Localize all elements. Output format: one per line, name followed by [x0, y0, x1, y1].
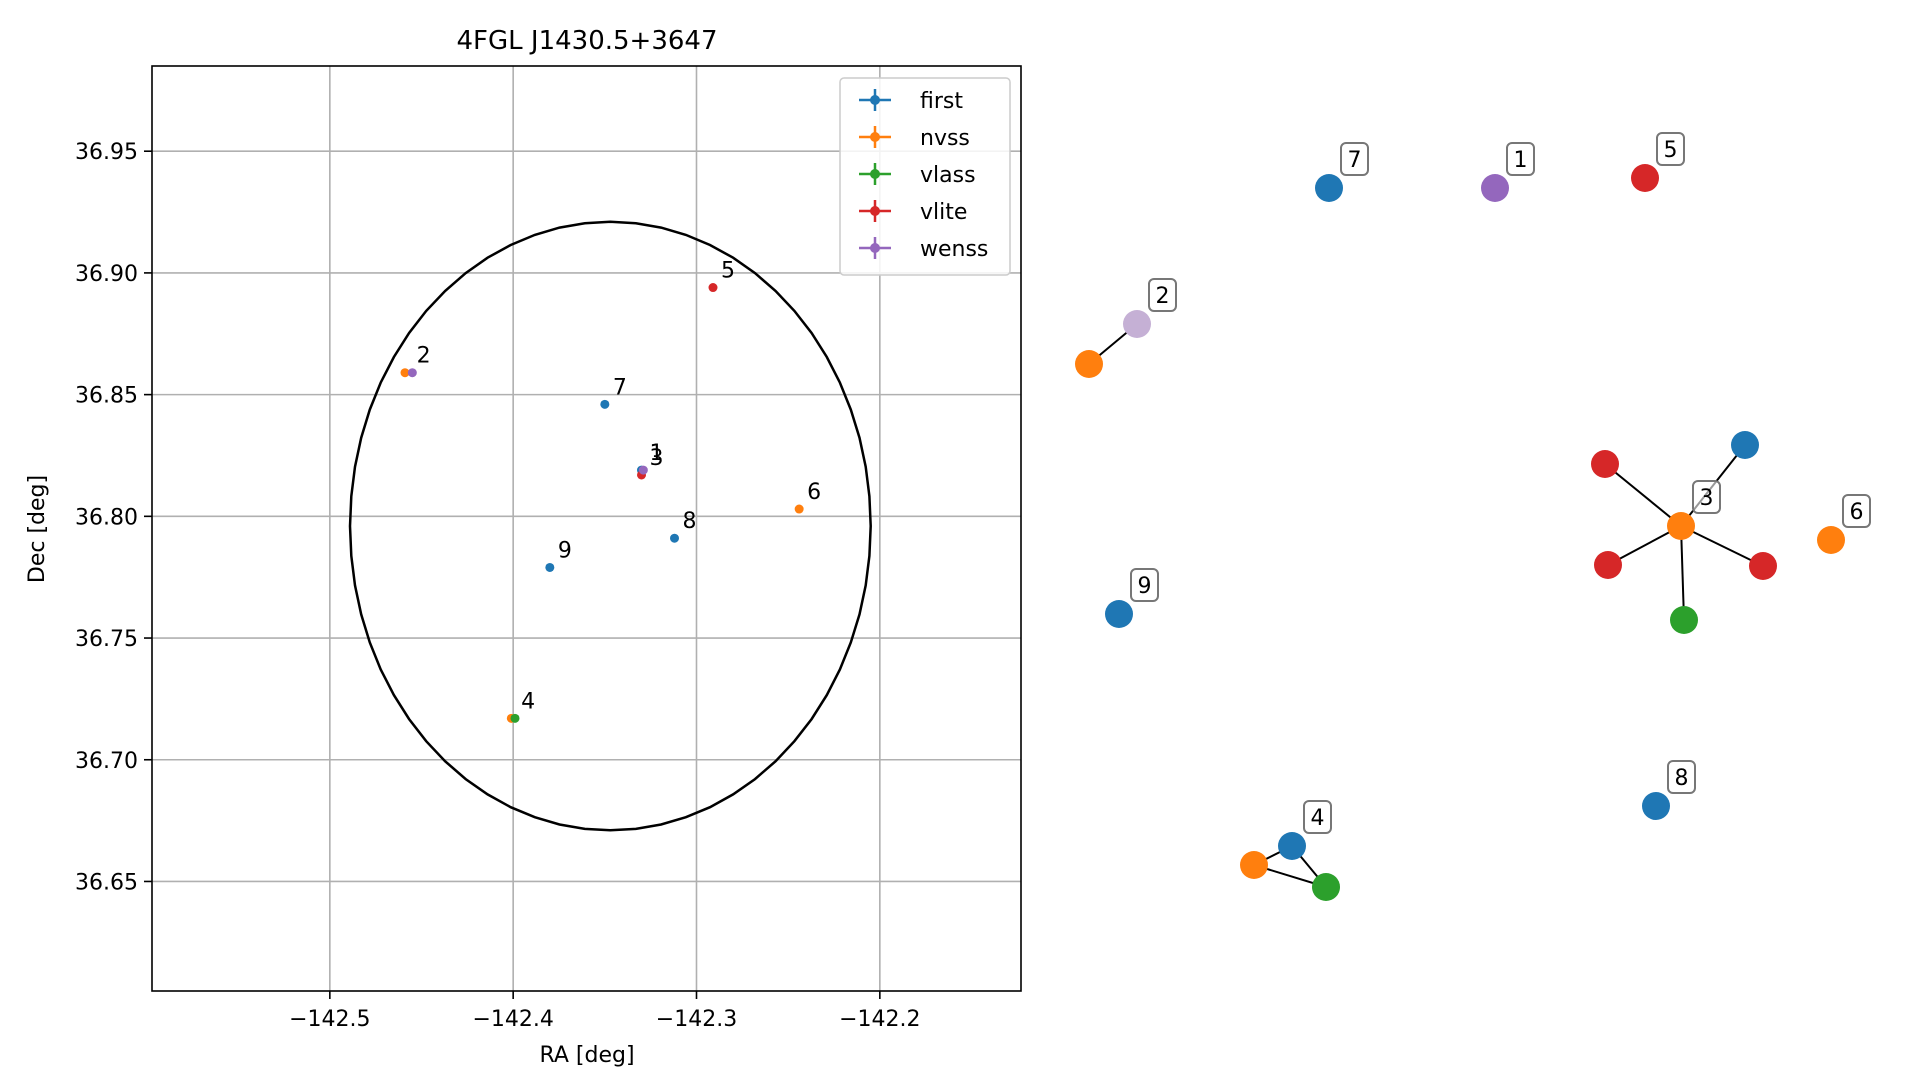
legend-dot-vlite [870, 206, 880, 216]
x-tick-label: −142.2 [839, 1007, 920, 1032]
data-point-nvss [400, 368, 410, 378]
y-axis-label: Dec [deg] [25, 475, 50, 583]
y-tick-label: 36.70 [75, 749, 138, 774]
legend-box [839, 77, 1011, 276]
data-point-wenss [407, 368, 417, 378]
node-label: 6 [1850, 500, 1864, 525]
network-node [1105, 600, 1133, 628]
node-label: 5 [1664, 138, 1678, 163]
data-point-wenss [638, 465, 648, 475]
data-point-vlite [708, 283, 718, 293]
legend-label-nvss: nvss [920, 126, 970, 151]
node-label-box [1692, 480, 1721, 514]
legend-label-first: first [920, 89, 963, 114]
node-label-box [1148, 278, 1177, 312]
node-label: 8 [1675, 766, 1689, 791]
legend-dot-first [870, 95, 880, 105]
network-node [1591, 450, 1619, 478]
legend-label-wenss: wenss [920, 237, 988, 262]
network-nodes [1075, 164, 1845, 901]
point-label: 2 [417, 344, 431, 369]
network-node [1631, 164, 1659, 192]
network-node-labels: 7 1 5 2 3 6 9 8 4 [1130, 132, 1871, 834]
data-point-first [670, 533, 679, 543]
network-node [1315, 174, 1343, 202]
node-label-box [1656, 132, 1685, 166]
y-tick-label: 36.85 [75, 384, 138, 409]
network-node [1075, 350, 1103, 378]
legend-dot-nvss [870, 132, 880, 142]
network-edge [1680, 525, 1764, 567]
network-edge [1680, 525, 1685, 621]
legend-label-vlass: vlass [920, 163, 976, 188]
node-label: 3 [1700, 486, 1714, 511]
point-label: 1 [650, 441, 664, 466]
network-node [1749, 552, 1777, 580]
node-label-box [1303, 800, 1332, 834]
node-label-box [1667, 760, 1696, 794]
chart-title: 4FGL J1430.5+3647 [457, 26, 718, 56]
data-point-nvss [794, 504, 804, 514]
network-node [1312, 873, 1340, 901]
data-point-vlass [510, 713, 520, 723]
legend-label-vlite: vlite [920, 200, 967, 225]
x-tick-label: −142.5 [289, 1007, 370, 1032]
node-label-box [1506, 142, 1535, 176]
network-node [1817, 526, 1845, 554]
network-node [1731, 431, 1759, 459]
y-tick-label: 36.75 [75, 627, 138, 652]
network-node [1594, 551, 1622, 579]
node-label: 2 [1156, 284, 1170, 309]
point-label: 8 [683, 509, 697, 534]
x-axis-ticks: −142.5 −142.4 −142.3 −142.2 [289, 991, 921, 1032]
data-points [400, 283, 804, 723]
y-tick-label: 36.90 [75, 262, 138, 287]
point-label: 3 [650, 446, 664, 471]
node-label: 1 [1514, 148, 1528, 173]
data-point-first [600, 399, 610, 409]
network-node [1278, 832, 1306, 860]
node-label-box [1842, 494, 1871, 528]
node-label: 4 [1311, 806, 1325, 831]
legend: first nvss vlass vlite wenss [839, 77, 1011, 276]
localization-ellipse [348, 220, 872, 832]
point-labels: 1 2 3 4 5 6 7 8 9 [417, 259, 822, 715]
node-label: 9 [1138, 574, 1152, 599]
y-tick-label: 36.80 [75, 505, 138, 530]
network-node [1123, 310, 1151, 338]
point-label: 6 [807, 480, 821, 505]
scatter-chart: −142.5 −142.4 −142.3 −142.2 36.65 36.70 36.75… [25, 26, 1022, 1068]
node-label: 7 [1348, 148, 1362, 173]
legend-dot-wenss [870, 243, 880, 253]
plot-frame [151, 65, 1022, 992]
node-label-box [1340, 142, 1369, 176]
point-label: 9 [558, 538, 572, 563]
network-graph: 7 1 5 2 3 6 9 8 4 [1075, 132, 1871, 901]
x-axis-label: RA [deg] [539, 1043, 634, 1068]
network-edge [1604, 463, 1682, 527]
x-tick-label: −142.4 [472, 1007, 553, 1032]
point-label: 5 [721, 259, 735, 284]
point-label: 4 [521, 689, 535, 714]
network-node [1667, 512, 1695, 540]
data-point-first [545, 562, 555, 572]
network-node [1240, 851, 1268, 879]
network-node [1481, 174, 1509, 202]
y-tick-label: 36.95 [75, 140, 138, 165]
y-tick-label: 36.65 [75, 870, 138, 895]
network-node [1670, 606, 1698, 634]
point-label: 7 [613, 375, 627, 400]
legend-dot-vlass [870, 169, 880, 179]
node-label-box [1130, 568, 1159, 602]
network-node [1642, 792, 1670, 820]
y-axis-ticks: 36.65 36.70 36.75 36.80 36.85 36.90 36.95 [75, 140, 152, 895]
x-tick-label: −142.3 [656, 1007, 737, 1032]
